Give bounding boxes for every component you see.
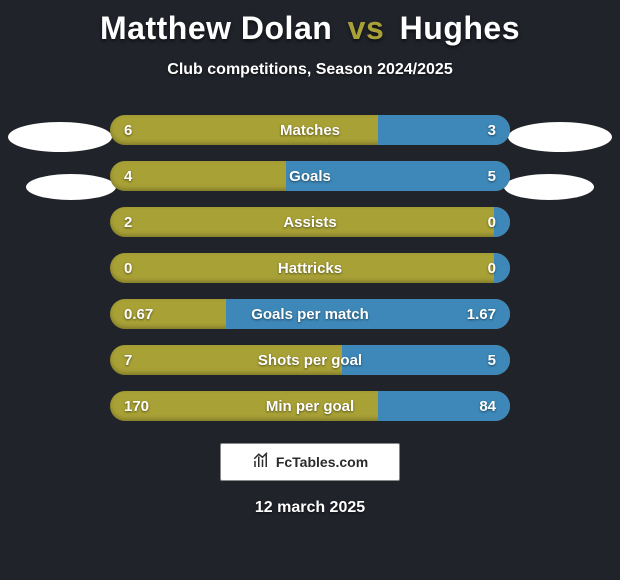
subtitle: Club competitions, Season 2024/2025 (0, 61, 620, 79)
stat-left-value: 0.67 (124, 299, 153, 329)
source-badge: FcTables.com (220, 443, 400, 481)
comparison-bars: 6 Matches 3 4 Goals 5 2 Assists 0 0 Hattricks 0 0.67… (110, 115, 510, 421)
stat-row: 0.67 Goals per match 1.67 (110, 299, 510, 329)
stat-right-value: 0 (488, 253, 496, 283)
stat-right-value: 84 (479, 391, 496, 421)
stat-left-value: 170 (124, 391, 149, 421)
date-label: 12 march 2025 (0, 499, 620, 517)
player1-badge-ellipse-2 (26, 174, 116, 200)
stat-label: Assists (283, 207, 336, 237)
stat-row: 6 Matches 3 (110, 115, 510, 145)
stat-right-value: 5 (488, 345, 496, 375)
stat-right-value: 0 (488, 207, 496, 237)
stat-left-value: 0 (124, 253, 132, 283)
stat-label: Hattricks (278, 253, 342, 283)
player2-badge-ellipse-2 (504, 174, 594, 200)
stat-label: Min per goal (266, 391, 354, 421)
player1-badge-ellipse-1 (8, 122, 112, 152)
stat-label: Shots per goal (258, 345, 362, 375)
bar-chart-icon (252, 452, 270, 473)
stat-left-value: 6 (124, 115, 132, 145)
player2-name: Hughes (400, 10, 520, 46)
stat-label: Goals (289, 161, 331, 191)
stat-left-value: 2 (124, 207, 132, 237)
vs-separator: vs (348, 10, 385, 46)
stat-left-value: 7 (124, 345, 132, 375)
stat-label: Matches (280, 115, 340, 145)
player2-badge-ellipse-1 (508, 122, 612, 152)
stat-right-fill (494, 207, 510, 237)
stat-right-value: 5 (488, 161, 496, 191)
page-title: Matthew Dolan vs Hughes (0, 0, 620, 47)
stat-row: 170 Min per goal 84 (110, 391, 510, 421)
stat-left-value: 4 (124, 161, 132, 191)
stat-label: Goals per match (251, 299, 369, 329)
stat-row: 4 Goals 5 (110, 161, 510, 191)
stat-right-fill (494, 253, 510, 283)
stat-row: 2 Assists 0 (110, 207, 510, 237)
stat-row: 7 Shots per goal 5 (110, 345, 510, 375)
stat-row: 0 Hattricks 0 (110, 253, 510, 283)
source-badge-text: FcTables.com (276, 454, 368, 470)
stat-right-value: 1.67 (467, 299, 496, 329)
stat-right-fill (342, 345, 510, 375)
player1-name: Matthew Dolan (100, 10, 332, 46)
stat-right-value: 3 (488, 115, 496, 145)
